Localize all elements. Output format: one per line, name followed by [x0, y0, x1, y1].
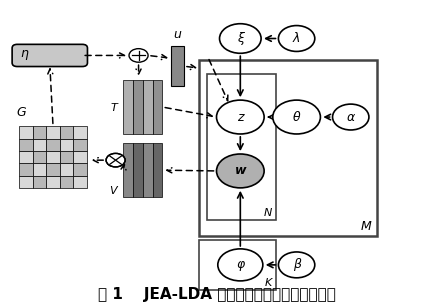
Bar — [207, 74, 276, 220]
Bar — [19, 139, 33, 151]
Circle shape — [333, 104, 369, 130]
Text: K: K — [265, 278, 272, 288]
Circle shape — [106, 153, 125, 167]
Bar — [46, 176, 60, 188]
Bar — [19, 176, 33, 188]
Bar — [33, 176, 46, 188]
Bar — [133, 80, 143, 134]
Bar — [33, 126, 46, 139]
Bar — [46, 139, 60, 151]
Text: β: β — [293, 258, 301, 271]
Bar — [19, 126, 33, 139]
Text: w: w — [235, 164, 246, 177]
Text: z: z — [237, 111, 244, 124]
Text: $u$: $u$ — [173, 28, 182, 41]
FancyBboxPatch shape — [12, 44, 87, 67]
Bar — [60, 139, 73, 151]
Bar — [60, 163, 73, 176]
Bar — [60, 126, 73, 139]
Bar — [199, 60, 377, 236]
Bar — [123, 143, 133, 197]
Bar — [152, 80, 162, 134]
Bar — [143, 80, 152, 134]
Text: N: N — [264, 209, 272, 218]
Bar — [143, 143, 152, 197]
Circle shape — [216, 154, 264, 188]
Bar — [46, 151, 60, 163]
Text: ξ: ξ — [237, 32, 244, 45]
Text: α: α — [346, 111, 355, 124]
Text: θ: θ — [293, 111, 301, 124]
Bar — [73, 176, 87, 188]
Bar — [73, 163, 87, 176]
Bar — [199, 240, 276, 290]
Bar — [73, 151, 87, 163]
Text: $V$: $V$ — [109, 184, 119, 196]
Bar — [133, 143, 143, 197]
Bar — [33, 151, 46, 163]
Circle shape — [129, 49, 148, 62]
Text: λ: λ — [293, 32, 301, 45]
Text: M: M — [361, 220, 372, 233]
Bar — [152, 143, 162, 197]
Circle shape — [278, 252, 315, 278]
Bar — [19, 151, 33, 163]
Circle shape — [216, 100, 264, 134]
Circle shape — [278, 26, 315, 51]
Bar — [60, 176, 73, 188]
Circle shape — [220, 24, 261, 53]
Text: $\eta$: $\eta$ — [20, 48, 30, 63]
Bar — [19, 163, 33, 176]
Text: 图 1    JEA-LDA 主题模型的贝叶斯网络示意图: 图 1 JEA-LDA 主题模型的贝叶斯网络示意图 — [97, 287, 336, 302]
Circle shape — [218, 249, 263, 281]
Text: φ: φ — [236, 258, 245, 271]
Circle shape — [273, 100, 320, 134]
Bar — [60, 151, 73, 163]
Bar — [73, 126, 87, 139]
Text: $T$: $T$ — [110, 101, 119, 113]
Text: $G$: $G$ — [16, 106, 27, 119]
Bar — [73, 139, 87, 151]
Bar — [46, 163, 60, 176]
Bar — [33, 163, 46, 176]
Bar — [46, 126, 60, 139]
Bar — [123, 80, 133, 134]
Bar — [171, 46, 184, 86]
Bar — [33, 139, 46, 151]
